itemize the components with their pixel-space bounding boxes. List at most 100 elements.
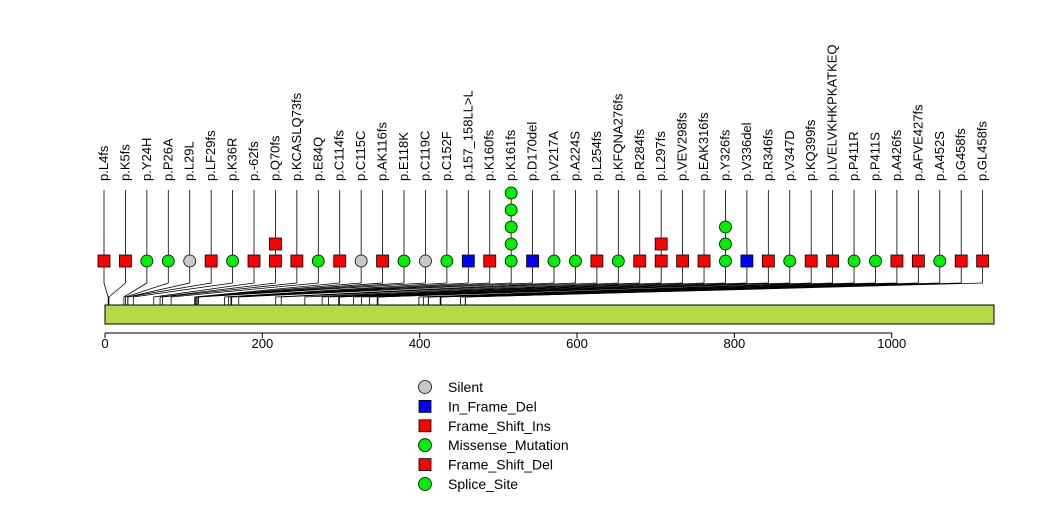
mutation-label: p.KQ399fs: [803, 119, 818, 181]
x-tick-label: 800: [724, 336, 746, 351]
connector-line: [162, 282, 297, 305]
mutation-marker-circle: [569, 254, 582, 268]
legend-label: Frame_Shift_Del: [448, 457, 553, 473]
connector-line: [224, 282, 447, 305]
mutation-label: p.VEV298fs: [675, 112, 690, 181]
mutation-marker-square: [740, 254, 754, 268]
mutation-label: p.L297fs: [653, 131, 668, 181]
mutation-marker-square: [761, 254, 775, 268]
connector-lines: [103, 282, 983, 305]
mutation-marker-square: [269, 254, 282, 268]
mutation-label: p.D170del: [525, 122, 540, 181]
mutation-label: p.Y326fs: [717, 129, 732, 181]
mutation-marker-circle: [719, 254, 732, 268]
mutation-marker-circle: [869, 254, 882, 268]
mutation-marker-circle: [547, 254, 561, 268]
connector-line: [460, 282, 940, 305]
connector-line: [361, 282, 726, 305]
mutation-label: p.KFQNA276fs: [610, 93, 625, 181]
mutation-marker-circle: [504, 186, 518, 200]
mutation-marker-circle: [140, 254, 154, 268]
mutation-label: p.LF29fs: [203, 130, 218, 181]
mutation-marker-circle: [226, 254, 239, 268]
mutation-label: p.P26A: [160, 138, 175, 181]
mutation-label: p.R284fs: [632, 128, 647, 181]
mutation-marker-square: [804, 254, 818, 268]
mutation-marker-circle: [183, 254, 197, 268]
connector-line: [195, 282, 383, 305]
mutation-marker-square: [826, 254, 840, 268]
mutation-label: p.K160fs: [482, 129, 497, 181]
connector-line: [321, 282, 619, 305]
mutation-marker-circle: [440, 254, 454, 268]
connector-line: [376, 282, 769, 305]
legend-label: Splice_Site: [448, 476, 518, 492]
connector-line: [195, 282, 362, 305]
mutation-label: p.C119C: [417, 131, 432, 181]
mutation-label: p.A452S: [932, 131, 947, 181]
mutation-label: p.C115C: [353, 131, 368, 181]
mutation-marker-square: [269, 237, 282, 251]
legend-label: Missense_Mutation: [448, 437, 569, 453]
mutation-label: p.K5fs: [117, 144, 132, 181]
mutation-marker-circle: [933, 254, 947, 268]
mutation-marker-circle: [311, 254, 325, 268]
mutation-marker-circle: [504, 203, 518, 217]
mutation-label: p.R346fs: [760, 128, 775, 181]
mutation-label: p.157_158LL>L: [460, 90, 475, 181]
mutation-label: p.V347D: [782, 130, 797, 181]
connector-line: [170, 282, 319, 305]
mutation-marker-circle: [719, 220, 732, 234]
mutation-label: p.E118K: [396, 132, 411, 181]
mutation-marker-circle: [504, 254, 518, 268]
mutation-label: p.KCASLQ73fs: [289, 92, 304, 181]
legend-symbol-square: [418, 419, 432, 433]
connector-line: [238, 282, 533, 305]
connector-line: [159, 282, 276, 305]
connector-line: [328, 282, 640, 305]
mutation-label: p.A426fs: [889, 129, 904, 181]
mutation-marker-circle: [504, 220, 518, 234]
connector-line: [125, 282, 169, 305]
mutation-label: p.L4fs: [96, 145, 111, 181]
connector-line: [132, 282, 233, 305]
connector-line: [439, 282, 897, 305]
connector-line: [230, 282, 490, 305]
mutation-marker-square: [204, 254, 218, 268]
mutation-label: p.GL458fs: [975, 121, 990, 181]
connector-line: [194, 282, 340, 305]
stem-lines: [103, 190, 984, 283]
connector-line: [231, 282, 512, 305]
x-tick-label: 1000: [877, 336, 906, 351]
mutation-marker-square: [976, 254, 990, 268]
connector-line: [108, 282, 126, 305]
mutation-marker-square: [654, 237, 668, 251]
connector-line: [228, 282, 469, 305]
mutation-label: p.Y24H: [139, 138, 154, 181]
mutation-labels: p.L4fs p.K5fs p.Y24H p.P26A p.L29L p.LF29fs p.…: [96, 44, 990, 181]
mutation-label: p.K161fs: [503, 129, 518, 181]
legend-symbol-circle: [418, 438, 432, 453]
mutation-label: p.C152F: [439, 131, 454, 181]
connector-line: [127, 282, 212, 305]
mutation-marker-circle: [504, 237, 518, 251]
mutation-label: p.LVELVKHKPKATKEQ: [825, 44, 840, 181]
x-tick-label: 600: [566, 336, 588, 351]
mutation-label: p.AK116fs: [375, 121, 390, 181]
connector-line: [368, 282, 747, 305]
mutation-label: p.EAK316fs: [696, 112, 711, 181]
mutation-marker-square: [676, 254, 690, 268]
connector-line: [440, 282, 919, 305]
x-tick-label: 400: [409, 336, 431, 351]
mutation-label: p.V336del: [739, 122, 754, 181]
connector-line: [123, 282, 148, 305]
mutation-marker-circle: [354, 254, 368, 268]
mutation-label: p.P411R: [846, 131, 861, 181]
mutation-marker-square: [633, 254, 647, 268]
connector-line: [153, 282, 255, 305]
connector-line: [304, 282, 597, 305]
connector-line: [280, 282, 576, 305]
legend: Silent In_Frame_Del Frame_Shift_Ins Missens…: [418, 379, 569, 492]
connector-line: [423, 282, 833, 305]
mutation-marker-square: [376, 254, 389, 268]
